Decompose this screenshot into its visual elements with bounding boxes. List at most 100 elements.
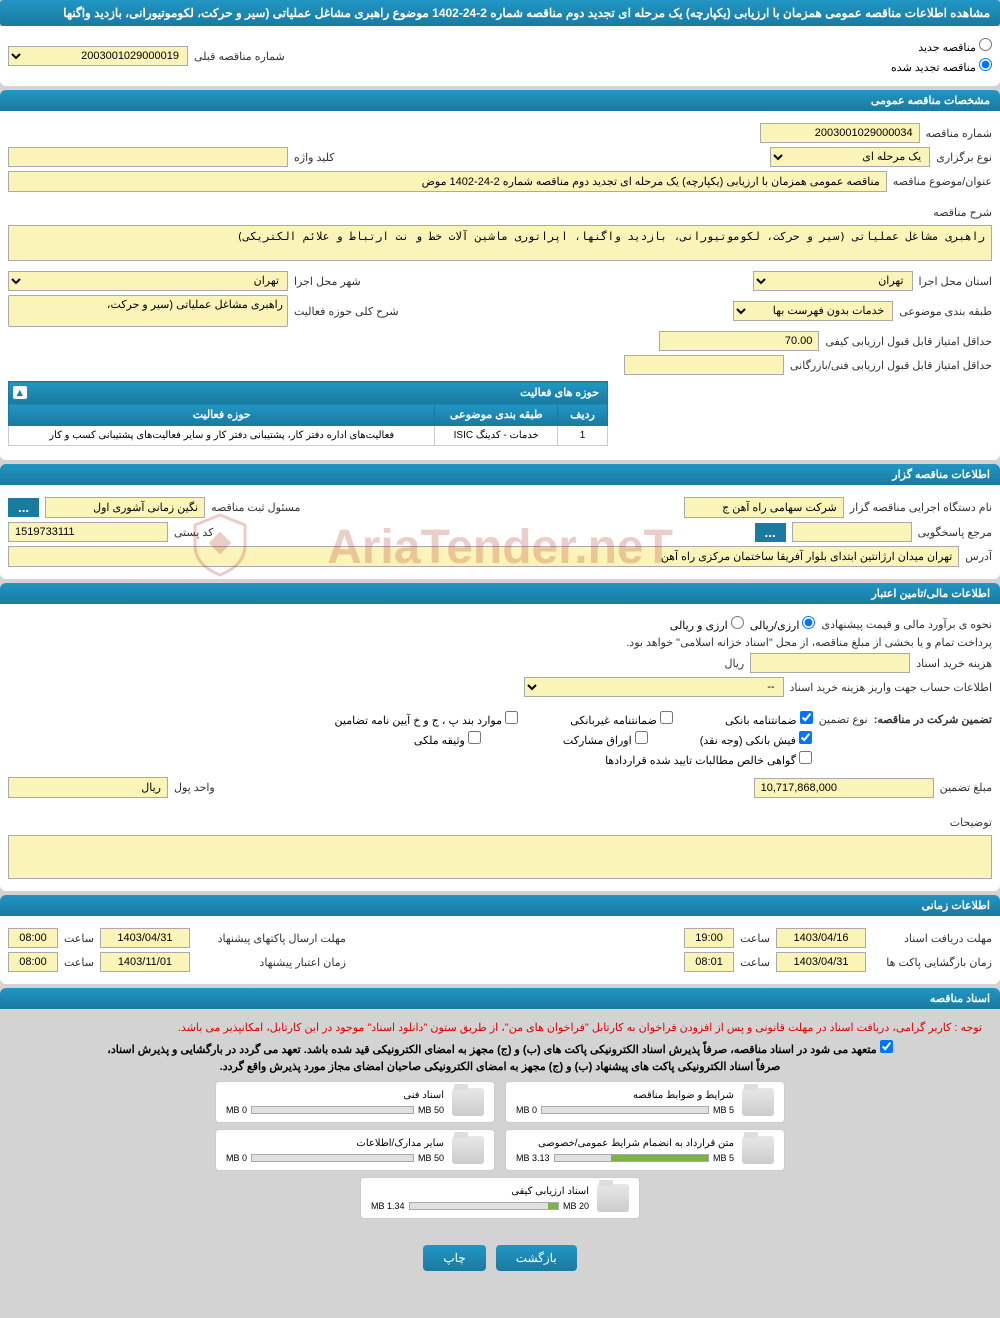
file-box-qualitative[interactable]: اسناد ارزیابی کیفی 20 MB1.34 MB (360, 1177, 640, 1219)
radio-new-label: مناقصه جدید (918, 42, 976, 54)
hour-label-1: ساعت (740, 932, 770, 945)
address-label: آدرس (965, 550, 992, 563)
radio-renewed-tender[interactable]: مناقصه تجدید شده (891, 58, 992, 74)
min-tech-value (624, 355, 784, 375)
guarantee-bylaw[interactable]: موارد بند پ ، ج و خ آیین نامه تضامین (335, 711, 519, 727)
guarantee-receivables[interactable]: گواهی خالص مطالبات تایید شده قراردادها (605, 751, 812, 767)
valid-date: 1403/11/01 (100, 952, 190, 972)
resp-label: مرجع پاسخگویی (918, 526, 992, 539)
guarantee-amount-value: 10,717,868,000 (754, 778, 934, 798)
activity-table-collapse-icon[interactable]: ▴ (13, 386, 27, 399)
resp-lookup-button[interactable]: ... (755, 523, 786, 542)
folder-icon (742, 1136, 774, 1164)
buy-cost-unit: ریال (724, 657, 744, 670)
prev-tender-no-select[interactable]: 2003001029000019 (8, 46, 188, 66)
guarantee-nonbank[interactable]: ضمانتنامه غیربانکی (570, 711, 673, 727)
subject-field: مناقصه عمومی همزمان با ارزیابی (یکپارچه)… (8, 171, 887, 192)
reg-value: نگین زمانی آشوری اول (45, 497, 205, 518)
file-title-1: شرایط و ضوابط مناقصه (516, 1090, 734, 1101)
address-value: تهران میدان ارژانتین ابتدای بلوار آفریقا… (8, 546, 959, 567)
guarantee-type-label: نوع تضمین (819, 713, 868, 726)
radio-new-tender[interactable]: مناقصه جدید (891, 38, 992, 54)
tender-no-value: 2003001029000034 (760, 123, 920, 143)
section-timing-header: اطلاعات زمانی (0, 895, 1000, 916)
desc-label: شرح مناقصه (933, 206, 992, 219)
activity-scope-label: شرح کلی حوزه فعالیت (294, 305, 399, 318)
hour-label-2: ساعت (64, 932, 94, 945)
category-select[interactable]: خدمات بدون فهرست بها (733, 301, 893, 321)
send-time: 08:00 (8, 928, 58, 948)
folder-icon (452, 1088, 484, 1116)
treasury-note: پرداخت تمام و یا بخشی از مبلغ مناقصه، از… (626, 636, 992, 649)
docs-note-1: متعهد می شود در اسناد مناقصه، صرفاً پذیر… (8, 1038, 992, 1058)
hold-type-select[interactable]: یک مرحله ای (770, 147, 930, 167)
folder-icon (452, 1136, 484, 1164)
postal-value: 1519733111 (8, 522, 168, 542)
section-tenderer-header: اطلاعات مناقصه گزار (0, 464, 1000, 485)
activity-col-category: طبقه بندی موضوعی (435, 404, 558, 426)
org-value: شرکت سهامی راه آهن ج (684, 497, 844, 518)
watermark-shield-icon (190, 510, 250, 580)
open-time-label: زمان بازگشایی پاکت ها (872, 956, 992, 969)
file-box-contract[interactable]: متن قرارداد به انضمام شرایط عمومی/خصوصی … (505, 1129, 785, 1171)
min-tech-label: حداقل امتیاز قابل قبول ارزیابی فنی/بازرگ… (790, 359, 992, 372)
guarantee-bonds[interactable]: اوراق مشارکت (563, 731, 648, 747)
file-box-technical[interactable]: اسناد فنی 50 MB0 MB (215, 1081, 495, 1123)
fin-notes-textarea[interactable] (8, 835, 992, 879)
prev-tender-no-label: شماره مناقصه قبلی (194, 50, 285, 63)
page-title: مشاهده اطلاعات مناقصه عمومی همزمان با ار… (0, 0, 1000, 26)
activity-cell-1: 1 (558, 426, 608, 446)
section-general-header: مشخصات مناقصه عمومی (0, 90, 1000, 111)
section-financial-header: اطلاعات مالی/تامین اعتبار (0, 583, 1000, 604)
method-label: نحوه ی برآورد مالی و قیمت پیشنهادی (821, 618, 992, 631)
guarantee-amount-label: مبلغ تضمین (940, 781, 992, 794)
docs-commit-checkbox[interactable] (880, 1040, 893, 1053)
send-date: 1403/04/31 (100, 928, 190, 948)
hour-label-3: ساعت (740, 956, 770, 969)
subject-label: عنوان/موضوع مناقصه (893, 175, 992, 188)
desc-textarea[interactable]: راهبری مشاغل عملیاتی (سیر و حرکت، لکوموت… (8, 225, 992, 261)
file-title-4: سایر مدارک/اطلاعات (226, 1138, 444, 1149)
method-opt2[interactable]: ارزی و ریالی (670, 616, 744, 632)
receive-deadline-label: مهلت دریافت اسناد (872, 932, 992, 945)
file-box-other[interactable]: سایر مدارک/اطلاعات 50 MB0 MB (215, 1129, 495, 1171)
file-title-2: اسناد فنی (226, 1090, 444, 1101)
file-box-conditions[interactable]: شرایط و ضوابط مناقصه 5 MB0 MB (505, 1081, 785, 1123)
min-qual-label: حداقل امتیاز قابل قبول ارزیابی کیفی (825, 335, 992, 348)
guarantee-title: تضمین شرکت در مناقصه: (874, 713, 992, 726)
method-opt1[interactable]: ارزی/ریالی (750, 616, 816, 632)
activity-col-row: ردیف (558, 404, 608, 426)
guarantee-cash[interactable]: فیش بانکی (وجه نقد) (700, 731, 812, 747)
guarantee-bank[interactable]: ضمانتنامه بانکی (725, 711, 813, 727)
section-docs-header: اسناد مناقصه (0, 988, 1000, 1009)
radio-renewed-label: مناقصه تجدید شده (891, 62, 976, 74)
tender-no-label: شماره مناقصه (926, 127, 992, 140)
city-label: شهر محل اجرا (294, 275, 361, 288)
activity-table: حوزه های فعالیت ▴ ردیف طبقه بندی موضوعی … (8, 381, 608, 446)
open-time: 08:01 (684, 952, 734, 972)
keyword-label: کلید واژه (294, 151, 334, 164)
folder-icon (597, 1184, 629, 1212)
reg-lookup-button[interactable]: ... (8, 498, 39, 517)
back-button[interactable]: بازگشت (496, 1245, 577, 1271)
activity-scope-select[interactable]: راهبری مشاغل عملیاتی (سیر و حرکت، (8, 295, 288, 327)
org-label: نام دستگاه اجرایی مناقصه گزار (850, 501, 992, 514)
open-date: 1403/04/31 (776, 952, 866, 972)
currency-unit-label: واحد پول (174, 781, 215, 794)
hour-label-4: ساعت (64, 956, 94, 969)
account-info-select[interactable]: -- (524, 677, 784, 697)
file-title-5: اسناد ارزیابی کیفی (371, 1186, 589, 1197)
province-select[interactable]: تهران (753, 271, 913, 291)
keyword-field[interactable] (8, 147, 288, 167)
city-select[interactable]: تهران (8, 271, 288, 291)
fin-notes-label: توضیحات (950, 816, 992, 829)
hold-type-label: نوع برگزاری (936, 151, 992, 164)
docs-note-2: صرفاً اسناد الکترونیکی پاکت های پیشنهاد … (8, 1058, 992, 1075)
guarantee-property[interactable]: وثیقه ملکی (414, 731, 481, 747)
activity-cell-2: خدمات - کدینگ ISIC (435, 426, 558, 446)
resp-value (792, 522, 912, 542)
print-button[interactable]: چاپ (423, 1245, 485, 1271)
send-deadline-label: مهلت ارسال پاکتهای پیشنهاد (196, 932, 346, 945)
province-label: استان محل اجرا (919, 275, 992, 288)
activity-table-title: حوزه های فعالیت (520, 387, 599, 399)
